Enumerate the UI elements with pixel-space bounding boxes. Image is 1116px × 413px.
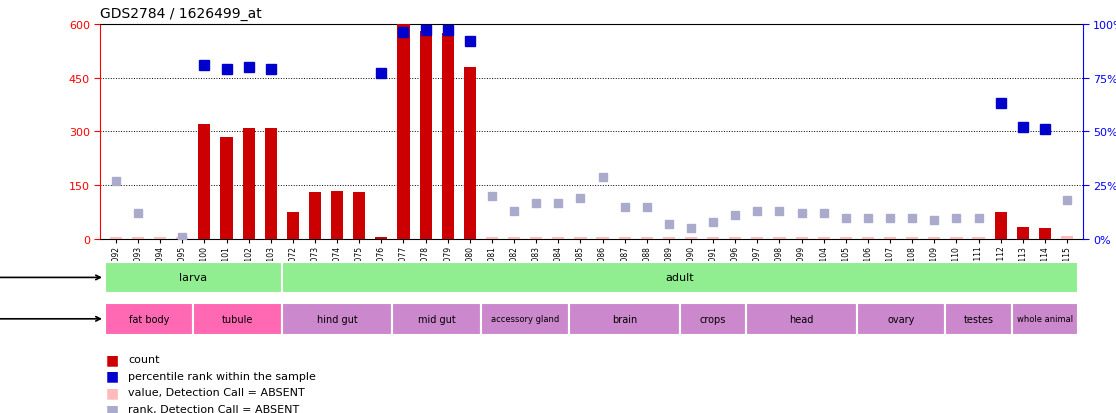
Bar	[375, 238, 387, 240]
Bar	[353, 193, 365, 240]
Text: larva: larva	[180, 273, 208, 283]
Text: tubule: tubule	[222, 314, 253, 324]
Bar	[199, 125, 211, 240]
Bar	[884, 238, 896, 240]
Bar	[481, 303, 569, 335]
Bar	[193, 303, 282, 335]
Text: percentile rank within the sample: percentile rank within the sample	[128, 371, 316, 381]
Bar	[618, 238, 631, 240]
Bar	[442, 34, 454, 240]
Text: development stage: development stage	[0, 273, 100, 283]
Text: ■: ■	[106, 402, 119, 413]
Bar	[906, 238, 918, 240]
Bar	[729, 238, 741, 240]
Bar	[818, 238, 830, 240]
Bar	[685, 238, 698, 240]
Text: tissue: tissue	[0, 314, 100, 324]
Bar	[282, 303, 393, 335]
Bar	[109, 238, 122, 240]
Bar	[485, 238, 498, 240]
Bar	[641, 238, 653, 240]
Text: ■: ■	[106, 385, 119, 399]
Bar	[569, 303, 680, 335]
Bar	[393, 303, 481, 335]
Bar	[221, 138, 232, 240]
Bar	[464, 68, 475, 240]
Text: head: head	[789, 314, 814, 324]
Bar	[264, 128, 277, 240]
Text: adult: adult	[665, 273, 694, 283]
Text: accessory gland: accessory gland	[491, 315, 559, 323]
Bar	[154, 238, 166, 240]
Bar	[331, 191, 344, 240]
Bar	[796, 238, 808, 240]
Bar	[857, 303, 945, 335]
Text: whole animal: whole animal	[1017, 315, 1072, 323]
Bar	[242, 128, 254, 240]
Bar	[575, 238, 587, 240]
Bar	[663, 238, 675, 240]
Bar	[176, 238, 189, 240]
Bar	[132, 238, 144, 240]
Bar	[530, 238, 542, 240]
Text: ovary: ovary	[887, 314, 915, 324]
Bar	[929, 238, 941, 240]
Bar	[309, 193, 321, 240]
Bar	[1061, 237, 1074, 240]
Bar	[1017, 227, 1029, 240]
Text: brain: brain	[612, 314, 637, 324]
Text: hind gut: hind gut	[317, 314, 357, 324]
Text: count: count	[128, 354, 160, 364]
Bar	[397, 25, 410, 240]
Text: ■: ■	[106, 352, 119, 366]
Bar	[420, 32, 432, 240]
Bar	[751, 238, 763, 240]
Bar	[552, 238, 565, 240]
Bar	[105, 262, 282, 294]
Text: crops: crops	[700, 314, 727, 324]
Bar	[945, 303, 1012, 335]
Bar	[972, 238, 984, 240]
Bar	[596, 238, 608, 240]
Text: fat body: fat body	[129, 314, 170, 324]
Bar	[862, 238, 874, 240]
Text: mid gut: mid gut	[417, 314, 455, 324]
Bar	[994, 213, 1007, 240]
Bar	[773, 238, 786, 240]
Text: GDS2784 / 1626499_at: GDS2784 / 1626499_at	[100, 7, 262, 21]
Bar	[287, 213, 299, 240]
Text: ■: ■	[106, 369, 119, 383]
Bar	[105, 303, 193, 335]
Text: value, Detection Call = ABSENT: value, Detection Call = ABSENT	[128, 387, 305, 397]
Bar	[282, 262, 1078, 294]
Bar	[839, 238, 852, 240]
Bar	[747, 303, 857, 335]
Bar	[680, 303, 747, 335]
Bar	[508, 238, 520, 240]
Text: testes: testes	[963, 314, 993, 324]
Bar	[951, 238, 962, 240]
Bar	[1039, 229, 1051, 240]
Bar	[1012, 303, 1078, 335]
Bar	[708, 238, 719, 240]
Text: rank, Detection Call = ABSENT: rank, Detection Call = ABSENT	[128, 404, 299, 413]
